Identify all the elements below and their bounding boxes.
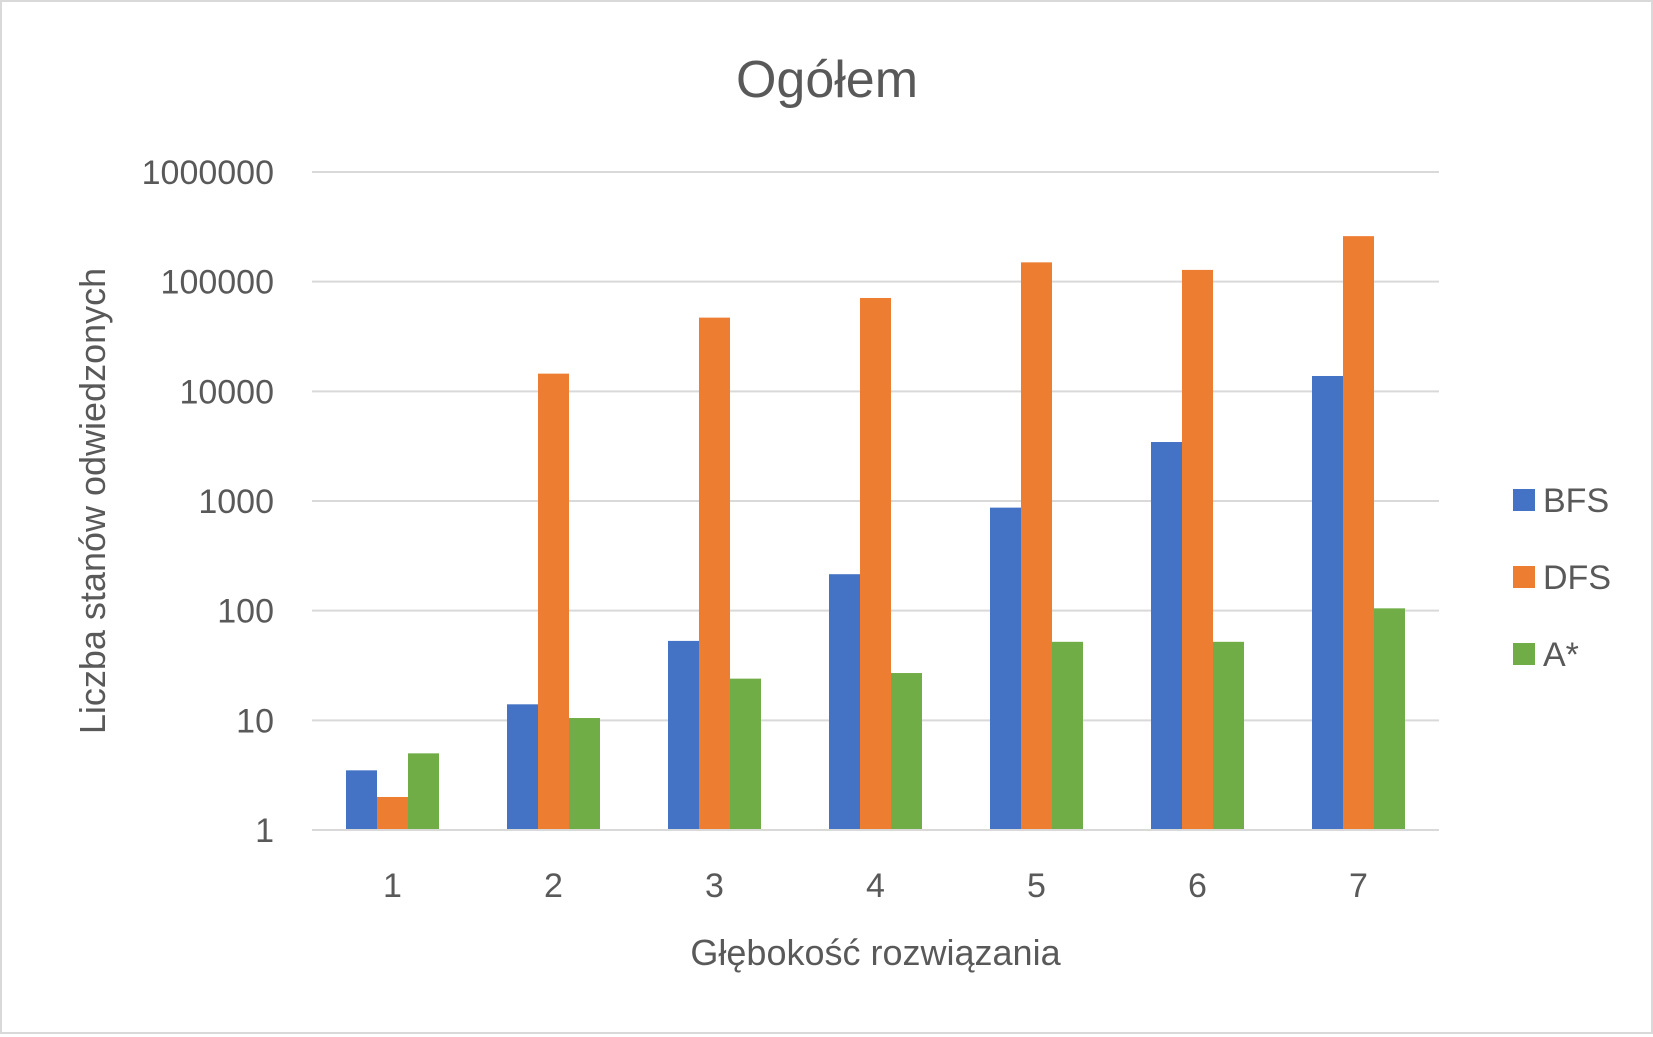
x-tick-label: 7	[1349, 867, 1368, 905]
legend-label: BFS	[1543, 482, 1609, 520]
legend-swatch	[1513, 489, 1535, 511]
bars	[346, 236, 1405, 831]
x-tick-label: 3	[705, 867, 724, 905]
bar-dfs-1	[377, 796, 408, 830]
bar-a-6	[1213, 641, 1244, 830]
y-tick-label: 10000	[179, 373, 274, 411]
bar-a-2	[569, 718, 600, 830]
chart-title: Ogółem	[736, 51, 918, 109]
y-tick-label: 100000	[161, 264, 274, 302]
x-tick-labels: 1 2 3 4 5 6 7	[383, 867, 1368, 905]
y-tick-label: 1	[255, 812, 274, 850]
y-tick-label: 10	[236, 702, 274, 740]
bar-a-1	[408, 753, 439, 830]
bar-bfs-3	[668, 640, 699, 830]
legend-swatch	[1513, 643, 1535, 665]
bar-bfs-7	[1312, 375, 1343, 830]
x-tick-label: 4	[866, 867, 885, 905]
bar-dfs-4	[860, 297, 891, 831]
bar-dfs-6	[1182, 269, 1213, 830]
x-tick-label: 1	[383, 867, 402, 905]
x-axis-title: Głębokość rozwiązania	[690, 932, 1061, 973]
bar-bfs-4	[829, 574, 860, 830]
y-tick-labels: 1 10 100 1000 10000 100000 1000000	[142, 154, 274, 850]
bar-bfs-6	[1151, 442, 1182, 830]
legend: BFS DFS A*	[1513, 482, 1611, 674]
y-tick-label: 1000	[198, 483, 274, 521]
x-tick-label: 6	[1188, 867, 1207, 905]
bar-dfs-7	[1343, 236, 1374, 830]
x-tick-label: 2	[544, 867, 563, 905]
bar-dfs-5	[1021, 262, 1052, 830]
bar-bfs-5	[990, 507, 1021, 830]
bar-bfs-1	[346, 770, 377, 830]
x-tick-label: 5	[1027, 867, 1046, 905]
legend-swatch	[1513, 566, 1535, 588]
bar-a-3	[730, 678, 761, 830]
y-tick-label: 100	[217, 593, 274, 631]
bar-a-7	[1374, 608, 1405, 830]
bar-dfs-2	[538, 373, 569, 830]
bar-dfs-3	[699, 317, 730, 830]
legend-label: DFS	[1543, 559, 1611, 597]
bar-a-5	[1052, 641, 1083, 830]
legend-label: A*	[1543, 636, 1579, 674]
bar-bfs-2	[507, 704, 538, 830]
bar-a-4	[891, 673, 922, 830]
y-axis-title: Liczba stanów odwiedzonych	[72, 268, 113, 734]
y-tick-label: 1000000	[142, 154, 274, 192]
